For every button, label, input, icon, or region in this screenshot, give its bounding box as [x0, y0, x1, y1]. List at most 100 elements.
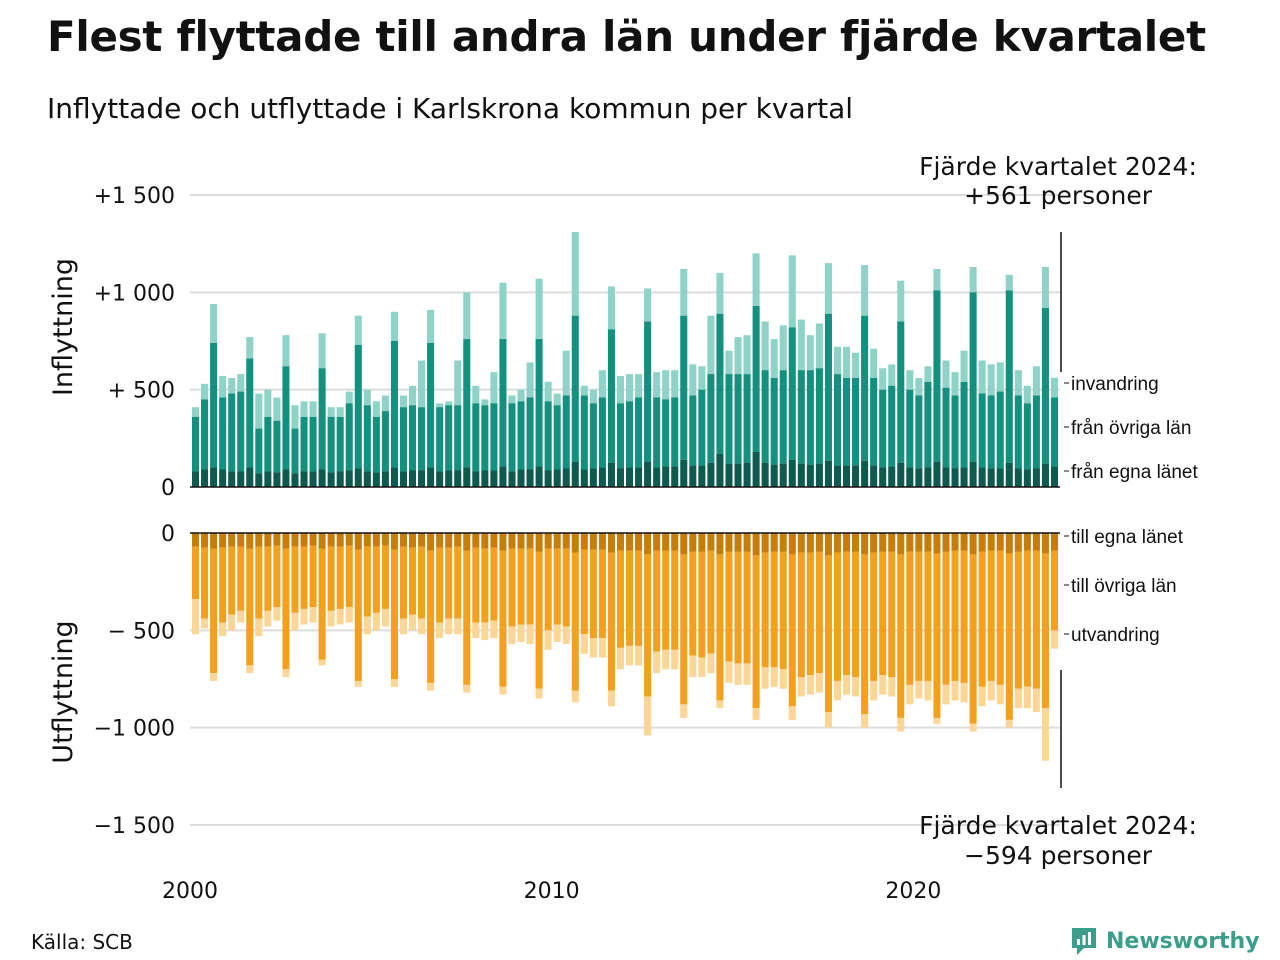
bar-in-egna [689, 465, 697, 487]
bar-out-ovriga [219, 547, 227, 623]
bar-out-egna [1014, 533, 1022, 552]
bar-out-egna [987, 533, 995, 551]
bar-in-invandring [228, 377, 236, 394]
bar-in-ovriga [598, 397, 606, 468]
bar-out-egna [427, 533, 435, 551]
bar-out-ovriga [481, 548, 489, 623]
bar-out-ovriga [1041, 553, 1049, 709]
bar-in-ovriga [327, 416, 335, 473]
bar-in-invandring [282, 335, 290, 367]
bar-out-egna [951, 533, 959, 551]
annotation-out-line1: Fjärde kvartalet 2024: [919, 811, 1197, 840]
bar-out-ovriga [201, 547, 209, 619]
bar-out-utvandring [870, 680, 878, 701]
bar-out-egna [653, 533, 661, 551]
bar-in-egna [210, 467, 218, 487]
bar-out-egna [861, 533, 869, 555]
bar-in-egna [616, 468, 625, 487]
bar-in-egna [490, 470, 498, 487]
bar-in-ovriga [526, 397, 534, 470]
bar-out-utvandring [201, 618, 209, 629]
bar-out-egna [210, 533, 218, 549]
bar-in-ovriga [951, 395, 959, 469]
bar-out-ovriga [273, 545, 281, 607]
bar-out-utvandring [815, 673, 823, 693]
bar-out-utvandring [897, 717, 905, 732]
bar-in-egna [381, 471, 389, 487]
bar-out-utvandring [436, 622, 444, 639]
bar-out-utvandring [300, 608, 308, 625]
bar-out-egna [824, 533, 832, 556]
bar-out-egna [571, 533, 579, 553]
bar-out-ovriga [1023, 550, 1031, 687]
bar-in-invandring [680, 268, 688, 316]
bar-out-ovriga [897, 554, 905, 718]
bar-in-egna [580, 469, 588, 487]
bar-in-egna [363, 471, 371, 487]
bar-out-ovriga [300, 546, 308, 609]
bar-out-egna [327, 533, 335, 547]
bar-out-utvandring [318, 659, 326, 666]
bar-in-invandring [761, 321, 769, 371]
bar-in-ovriga [734, 374, 742, 464]
bar-out-ovriga [436, 547, 444, 623]
bar-in-invandring [698, 366, 706, 390]
bar-out-egna [436, 533, 444, 548]
bar-in-invandring [806, 335, 814, 371]
bar-out-ovriga [915, 551, 923, 681]
bar-in-ovriga [589, 403, 597, 469]
brand-logo[interactable]: Newsworthy [1070, 926, 1260, 956]
bar-out-egna [635, 533, 643, 551]
bar-out-ovriga [1032, 550, 1040, 689]
bar-in-ovriga [852, 377, 860, 466]
bar-in-egna [879, 467, 887, 487]
bar-in-egna [788, 459, 796, 487]
bar-in-egna [409, 470, 417, 487]
bar-out-ovriga [653, 550, 661, 652]
bar-in-ovriga [843, 377, 851, 466]
bar-in-invandring [490, 372, 498, 404]
bar-in-invandring [390, 311, 398, 341]
bar-out-utvandring [255, 618, 263, 637]
bar-out-egna [616, 533, 625, 551]
bar-in-invandring [779, 325, 787, 371]
bar-in-invandring [210, 304, 218, 343]
bar-out-ovriga [1050, 550, 1059, 631]
bar-out-utvandring [635, 645, 643, 666]
bar-in-ovriga [399, 407, 408, 472]
bar-in-egna [562, 468, 570, 487]
bar-out-ovriga [770, 551, 778, 668]
bar-out-ovriga [788, 554, 796, 707]
newsworthy-logo-icon [1072, 928, 1096, 955]
bar-in-invandring [734, 337, 742, 375]
bar-out-ovriga [318, 548, 326, 660]
bar-out-egna [336, 533, 344, 547]
bar-out-ovriga [716, 554, 724, 701]
bar-in-invandring [219, 376, 227, 398]
bar-in-invandring [861, 265, 869, 316]
bar-out-egna [924, 533, 932, 552]
bar-out-ovriga [707, 550, 715, 654]
bar-in-invandring [436, 403, 444, 408]
bar-out-egna [960, 533, 968, 551]
bar-out-egna [626, 533, 634, 551]
bar-in-egna [192, 471, 200, 487]
bar-out-utvandring [517, 624, 525, 643]
bar-in-invandring [300, 401, 308, 417]
bar-in-invandring [743, 335, 751, 375]
bar-in-egna [399, 471, 408, 487]
bar-in-egna [282, 469, 290, 487]
bar-out-utvandring [1032, 688, 1040, 713]
bar-out-utvandring [463, 684, 471, 693]
bar-in-ovriga [870, 377, 878, 466]
bar-in-ovriga [996, 391, 1004, 469]
bar-out-egna [499, 533, 507, 551]
bar-in-invandring [770, 339, 778, 378]
bar-out-utvandring [246, 665, 254, 674]
bar-in-egna [806, 464, 814, 487]
bar-out-egna [815, 533, 823, 552]
bar-out-utvandring [752, 708, 760, 720]
bar-in-ovriga [517, 401, 525, 470]
bar-in-invandring [535, 278, 543, 340]
bar-in-invandring [616, 376, 625, 404]
